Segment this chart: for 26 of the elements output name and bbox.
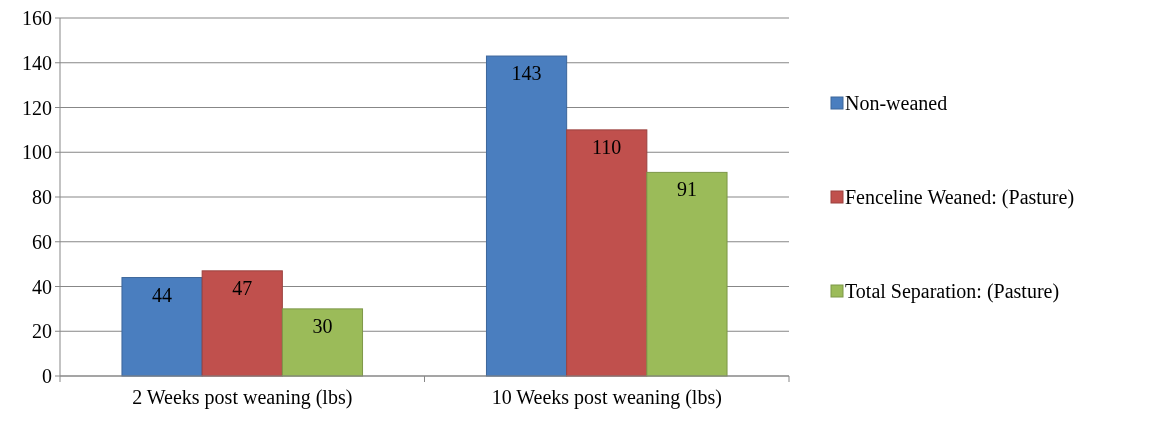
- data-label: 44: [152, 283, 173, 306]
- x-tick-label: 10 Weeks post weaning (lbs): [491, 386, 722, 409]
- data-label: 47: [232, 276, 253, 299]
- legend-label: Fenceline Weaned: (Pasture): [845, 186, 1075, 209]
- y-tick-label: 40: [32, 275, 52, 298]
- y-tick-label: 0: [42, 365, 52, 387]
- data-label: 30: [312, 314, 333, 337]
- bar: [121, 277, 203, 377]
- y-tick-label: 140: [22, 51, 52, 74]
- bar: [485, 55, 568, 377]
- legend-label: Total Separation: (Pasture): [845, 280, 1060, 303]
- y-tick-label: 60: [32, 230, 52, 253]
- data-label: 110: [592, 135, 622, 158]
- legend-label: Non-weaned: [845, 92, 948, 114]
- y-tick-label: 100: [22, 141, 52, 164]
- y-tick-label: 160: [22, 7, 52, 29]
- x-tick-label: 2 Weeks post weaning (lbs): [132, 386, 353, 409]
- data-label: 143: [511, 62, 542, 85]
- y-tick-label: 80: [32, 186, 52, 208]
- y-tick-label: 120: [22, 96, 52, 119]
- bar: [201, 270, 283, 377]
- bar: [281, 308, 364, 377]
- y-tick-label: 20: [32, 320, 52, 343]
- data-label: 91: [676, 178, 697, 201]
- bar: [566, 129, 648, 377]
- bar: [646, 171, 728, 377]
